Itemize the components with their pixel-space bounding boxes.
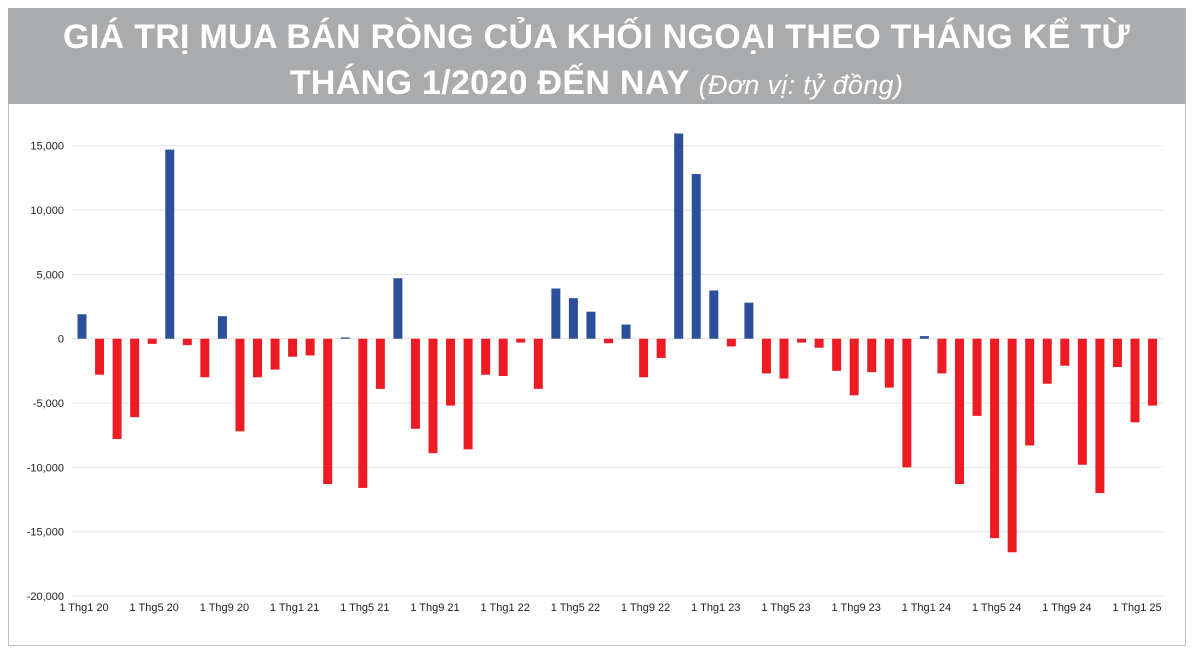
x-tick-label: 1 Thg5 22 xyxy=(551,602,600,614)
bar xyxy=(639,338,649,378)
bar xyxy=(1025,338,1035,446)
bar xyxy=(779,338,789,379)
bar xyxy=(358,338,368,488)
bar xyxy=(1077,338,1087,465)
bar xyxy=(1042,338,1052,384)
bar xyxy=(691,174,701,339)
bar xyxy=(130,338,140,418)
bar xyxy=(270,338,280,370)
chart-frame xyxy=(8,8,1186,646)
bar xyxy=(586,311,596,339)
bar xyxy=(656,338,666,358)
bar xyxy=(849,338,859,396)
bar xyxy=(1060,338,1070,366)
y-tick-label: -10,000 xyxy=(27,462,64,474)
bar xyxy=(481,338,491,375)
chart-title-main: THÁNG 1/2020 ĐẾN NAY xyxy=(289,64,689,102)
bar xyxy=(235,338,245,432)
bar xyxy=(428,338,438,454)
y-tick-label: 10,000 xyxy=(30,205,64,217)
bar xyxy=(937,338,947,374)
bar xyxy=(393,278,403,339)
chart-unit-label: (Đơn vị: tỷ đồng) xyxy=(698,70,904,100)
bar xyxy=(147,338,157,344)
bar xyxy=(165,149,175,339)
bar xyxy=(621,324,631,339)
x-tick-label: 1 Thg9 24 xyxy=(1042,602,1091,614)
chart-title-line-1: GIÁ TRỊ MUA BÁN RÒNG CỦA KHỐI NGOẠI THEO… xyxy=(63,18,1130,56)
bar xyxy=(516,338,526,343)
bar xyxy=(498,338,508,377)
bar xyxy=(919,336,929,339)
bar xyxy=(1095,338,1105,494)
bar xyxy=(568,298,578,339)
bar xyxy=(340,337,350,339)
bar xyxy=(323,338,333,485)
x-tick-label: 1 Thg9 23 xyxy=(832,602,881,614)
bar xyxy=(990,338,1000,539)
bar xyxy=(814,338,824,348)
bar xyxy=(797,338,807,343)
y-tick-label: -5,000 xyxy=(33,398,64,410)
x-tick-label: 1 Thg1 23 xyxy=(691,602,740,614)
bar xyxy=(726,338,736,347)
bar xyxy=(1007,338,1017,553)
bar xyxy=(200,338,210,378)
title-banner: GIÁ TRỊ MUA BÁN RÒNG CỦA KHỐI NGOẠI THEO… xyxy=(8,8,1185,104)
bar xyxy=(288,338,298,357)
bar xyxy=(446,338,456,406)
bar xyxy=(674,133,684,339)
y-tick-label: 5,000 xyxy=(36,269,64,281)
x-tick-label: 1 Thg1 21 xyxy=(270,602,319,614)
x-tick-label: 1 Thg1 20 xyxy=(59,602,108,614)
bar xyxy=(463,338,473,450)
y-tick-label: -20,000 xyxy=(27,591,64,603)
bar xyxy=(1130,338,1140,423)
bar xyxy=(77,314,87,339)
bar xyxy=(955,338,964,485)
x-tick-label: 1 Thg1 22 xyxy=(481,602,530,614)
bar xyxy=(902,338,912,468)
x-tick-label: 1 Thg1 25 xyxy=(1112,602,1161,614)
bar xyxy=(884,338,894,388)
y-tick-label: 0 xyxy=(58,334,64,346)
bar xyxy=(182,338,192,346)
bar xyxy=(95,338,105,375)
x-tick-label: 1 Thg5 23 xyxy=(761,602,810,614)
bar xyxy=(832,338,842,371)
bar xyxy=(604,338,613,344)
bar xyxy=(1148,338,1158,406)
x-tick-label: 1 Thg5 21 xyxy=(340,602,389,614)
bar xyxy=(253,338,262,378)
bar xyxy=(709,290,719,339)
bar xyxy=(112,338,122,440)
y-tick-label: 15,000 xyxy=(30,141,64,153)
y-tick-label: -15,000 xyxy=(27,527,64,539)
bar xyxy=(305,338,315,356)
bar xyxy=(761,338,771,374)
bar xyxy=(217,316,227,339)
bar xyxy=(744,302,754,339)
bar xyxy=(551,288,561,339)
bar xyxy=(972,338,982,416)
bar xyxy=(410,338,420,429)
x-tick-label: 1 Thg5 20 xyxy=(130,602,179,614)
x-tick-label: 1 Thg1 24 xyxy=(902,602,951,614)
x-tick-label: 1 Thg5 24 xyxy=(972,602,1021,614)
bar xyxy=(867,338,877,373)
x-tick-label: 1 Thg9 20 xyxy=(200,602,249,614)
bar xyxy=(375,338,385,389)
x-tick-label: 1 Thg9 21 xyxy=(410,602,459,614)
bar xyxy=(533,338,543,389)
x-tick-label: 1 Thg9 22 xyxy=(621,602,670,614)
bar xyxy=(1112,338,1122,368)
chart-title-line-2: THÁNG 1/2020 ĐẾN NAY (Đơn vị: tỷ đồng) xyxy=(8,64,1185,103)
